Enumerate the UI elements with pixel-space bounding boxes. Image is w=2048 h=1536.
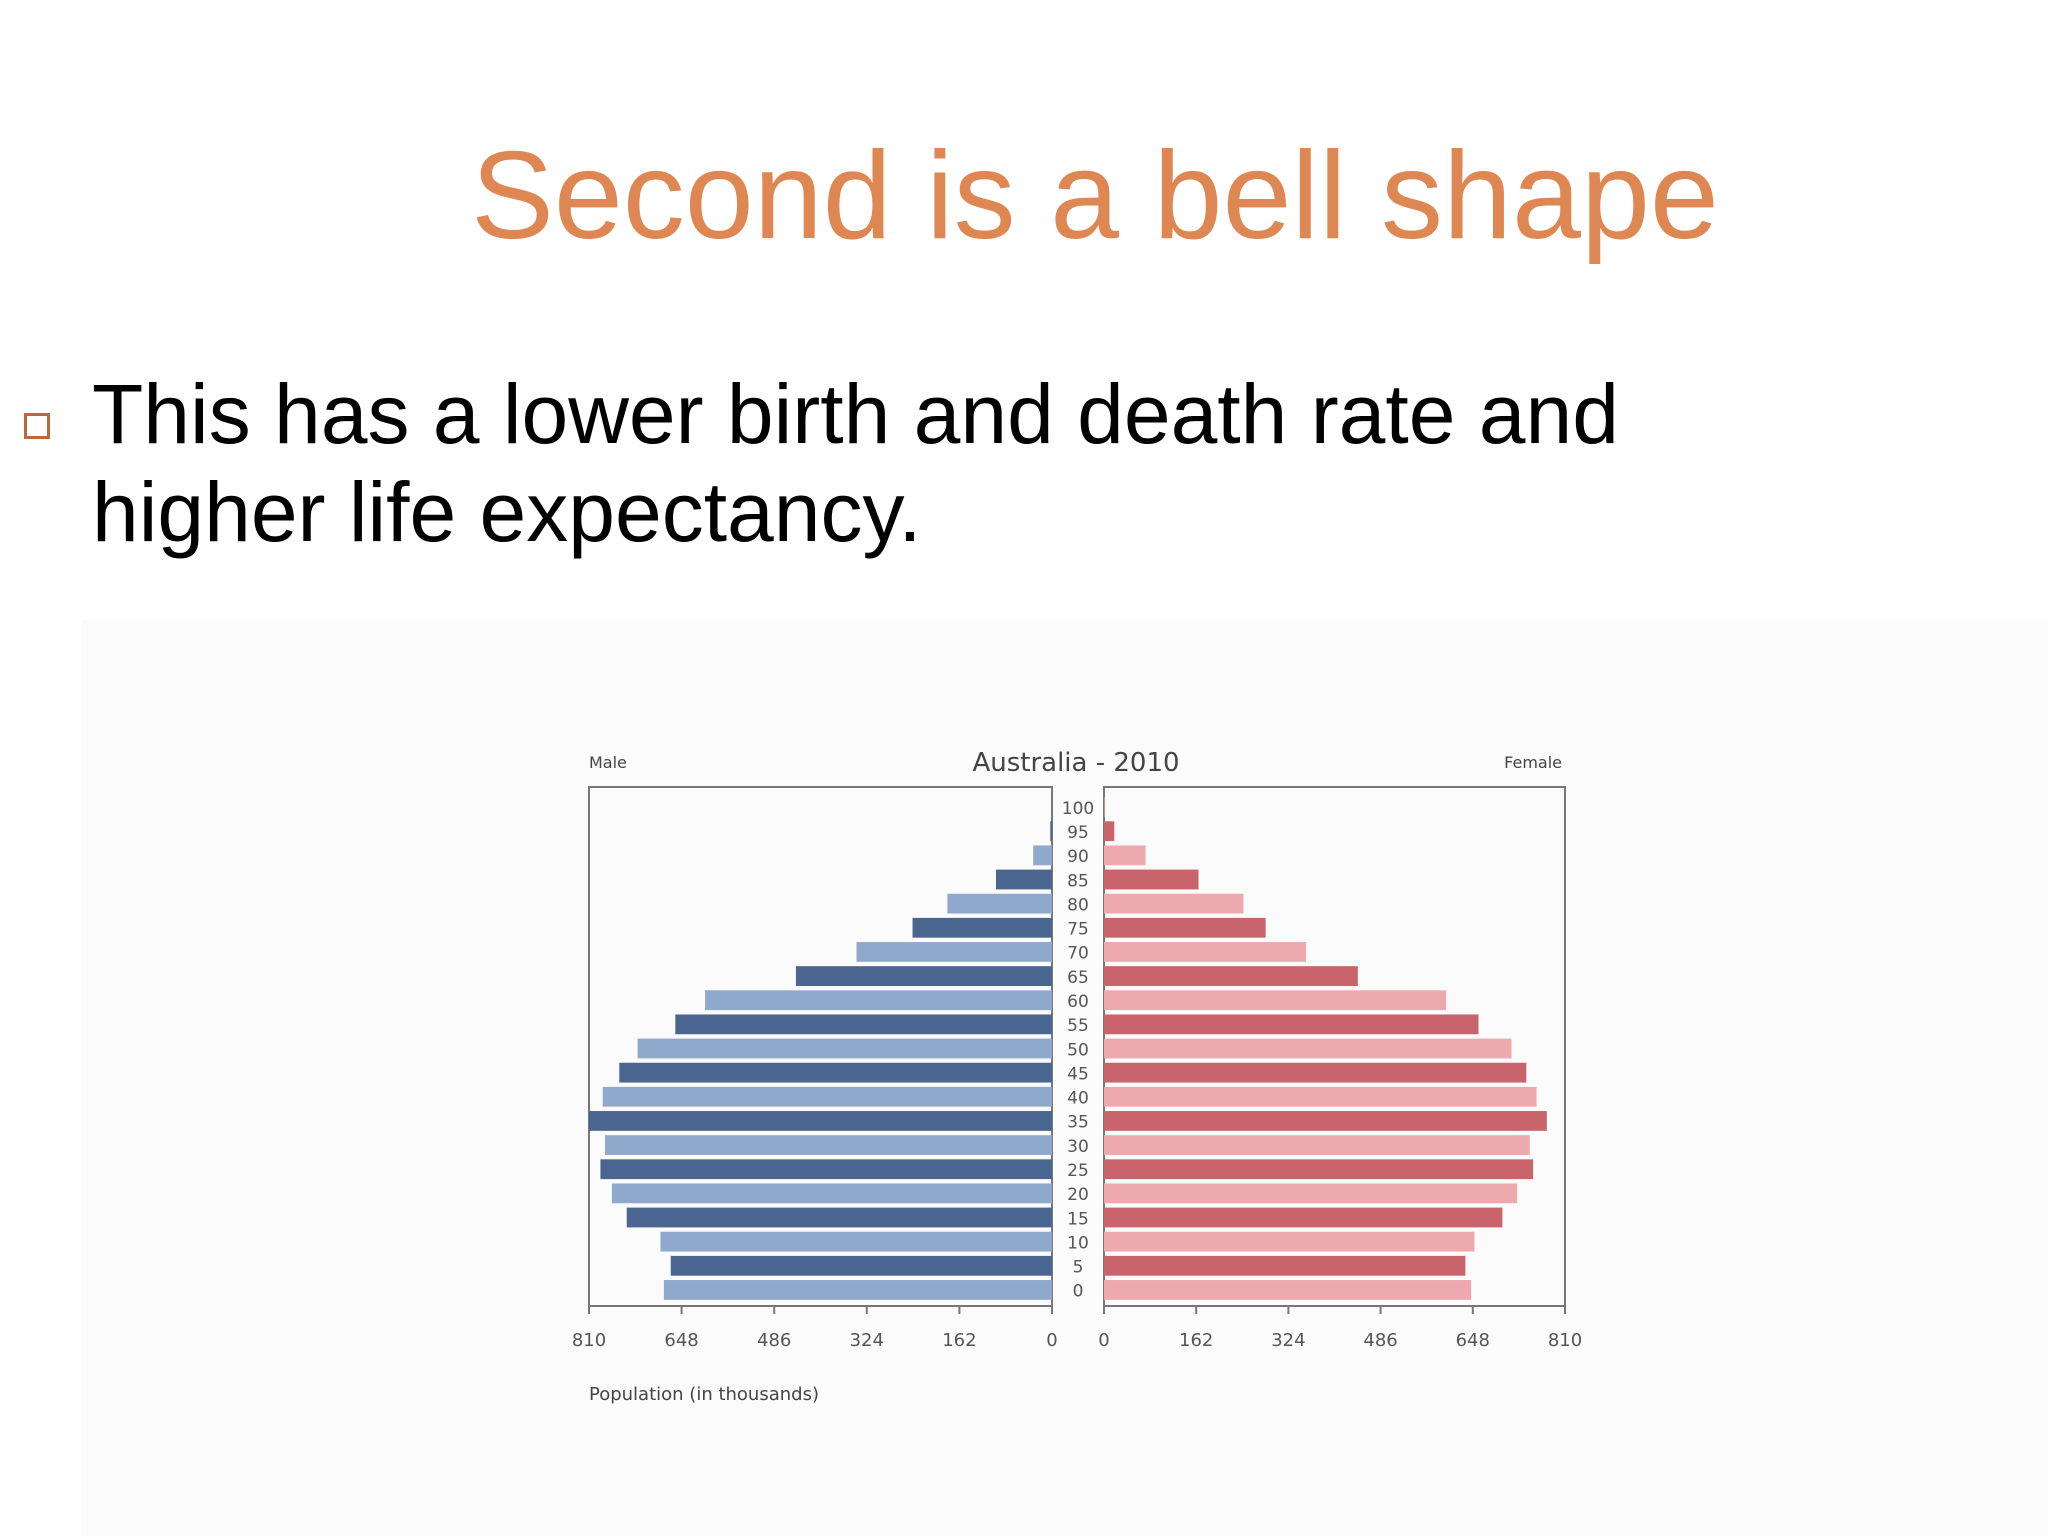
slide-title: Second is a bell shape <box>471 127 1719 265</box>
age-label-85: 85 <box>1067 871 1089 891</box>
age-label-100: 100 <box>1062 799 1094 819</box>
female-bar-70 <box>1104 942 1307 962</box>
bullet-text: This has a lower birth and death rate an… <box>92 367 1619 559</box>
male-bar-55 <box>675 1014 1052 1035</box>
male-bar-75 <box>912 917 1052 938</box>
female-bar-80 <box>1104 893 1244 914</box>
age-label-5: 5 <box>1073 1258 1084 1278</box>
female-bar-75 <box>1104 917 1266 938</box>
age-label-70: 70 <box>1067 944 1089 964</box>
male-bar-70 <box>856 942 1052 962</box>
age-label-50: 50 <box>1067 1040 1089 1060</box>
age-label-30: 30 <box>1067 1137 1089 1157</box>
x-tick-right-0: 0 <box>1098 1330 1109 1351</box>
male-bar-60 <box>705 990 1052 1011</box>
male-bar-15 <box>626 1207 1052 1228</box>
age-label-90: 90 <box>1067 847 1089 867</box>
male-bar-5 <box>670 1255 1052 1276</box>
age-label-40: 40 <box>1067 1089 1089 1109</box>
age-label-35: 35 <box>1067 1113 1089 1133</box>
age-label-15: 15 <box>1067 1209 1089 1229</box>
x-tick-left-0: 0 <box>1046 1330 1057 1351</box>
square-bullet-icon <box>24 413 50 439</box>
male-bar-80 <box>947 893 1052 914</box>
male-bar-85 <box>995 869 1052 890</box>
male-bar-30 <box>605 1135 1052 1155</box>
female-bar-65 <box>1104 966 1358 986</box>
x-tick-left-648: 648 <box>664 1330 698 1351</box>
male-bar-65 <box>795 966 1052 986</box>
age-label-95: 95 <box>1067 823 1089 843</box>
male-bar-25 <box>600 1159 1052 1180</box>
male-bar-45 <box>619 1062 1052 1083</box>
x-tick-right-486: 486 <box>1363 1330 1397 1351</box>
age-label-0: 0 <box>1073 1282 1084 1302</box>
female-bar-95 <box>1104 821 1115 842</box>
female-bar-15 <box>1104 1207 1503 1228</box>
female-bar-100 <box>1104 797 1105 817</box>
female-bar-45 <box>1104 1062 1527 1083</box>
male-bar-20 <box>611 1183 1052 1204</box>
female-bar-55 <box>1104 1014 1479 1035</box>
age-label-25: 25 <box>1067 1161 1089 1181</box>
male-bar-95 <box>1050 821 1052 842</box>
chart-title: Australia - 2010 <box>972 748 1179 778</box>
x-tick-left-324: 324 <box>850 1330 884 1351</box>
female-bar-10 <box>1104 1231 1475 1252</box>
age-label-55: 55 <box>1067 1016 1089 1036</box>
bullet-point: This has a lower birth and death rate an… <box>24 365 1724 561</box>
age-label-20: 20 <box>1067 1185 1089 1205</box>
female-label: Female <box>1504 753 1562 772</box>
male-bar-90 <box>1033 845 1052 866</box>
female-bar-20 <box>1104 1183 1518 1204</box>
female-bar-60 <box>1104 990 1447 1011</box>
population-pyramid-chart: 1009590858075706560555045403530252015105… <box>572 748 1582 1405</box>
x-tick-right-324: 324 <box>1271 1330 1305 1351</box>
male-bar-10 <box>660 1231 1052 1252</box>
age-label-80: 80 <box>1067 895 1089 915</box>
female-bar-40 <box>1104 1086 1537 1107</box>
male-bar-40 <box>602 1086 1052 1107</box>
x-tick-right-162: 162 <box>1179 1330 1213 1351</box>
age-label-60: 60 <box>1067 992 1089 1012</box>
chart-area: 100 95 90 85 80 75 70 65 60 55 50 45 40 35 30 25 20 15 10 5… <box>82 620 2048 1536</box>
age-label-65: 65 <box>1067 968 1089 988</box>
female-bar-5 <box>1104 1255 1466 1276</box>
age-label-10: 10 <box>1067 1233 1089 1253</box>
female-bar-90 <box>1104 845 1146 866</box>
female-bar-35 <box>1104 1111 1547 1131</box>
x-tick-right-810: 810 <box>1548 1330 1582 1351</box>
female-bar-30 <box>1104 1135 1530 1155</box>
x-tick-right-648: 648 <box>1456 1330 1490 1351</box>
female-bar-0 <box>1104 1280 1472 1300</box>
male-bar-35 <box>589 1111 1052 1131</box>
male-label: Male <box>589 753 627 772</box>
male-bar-0 <box>663 1280 1052 1300</box>
x-tick-left-162: 162 <box>942 1330 976 1351</box>
male-bar-50 <box>637 1038 1052 1059</box>
female-bar-25 <box>1104 1159 1534 1180</box>
x-tick-left-486: 486 <box>757 1330 791 1351</box>
age-label-75: 75 <box>1067 920 1089 940</box>
female-bar-85 <box>1104 869 1199 890</box>
female-bar-50 <box>1104 1038 1512 1059</box>
x-axis-label: Population (in thousands) <box>589 1384 819 1405</box>
x-tick-left-810: 810 <box>572 1330 606 1351</box>
age-label-45: 45 <box>1067 1064 1089 1084</box>
